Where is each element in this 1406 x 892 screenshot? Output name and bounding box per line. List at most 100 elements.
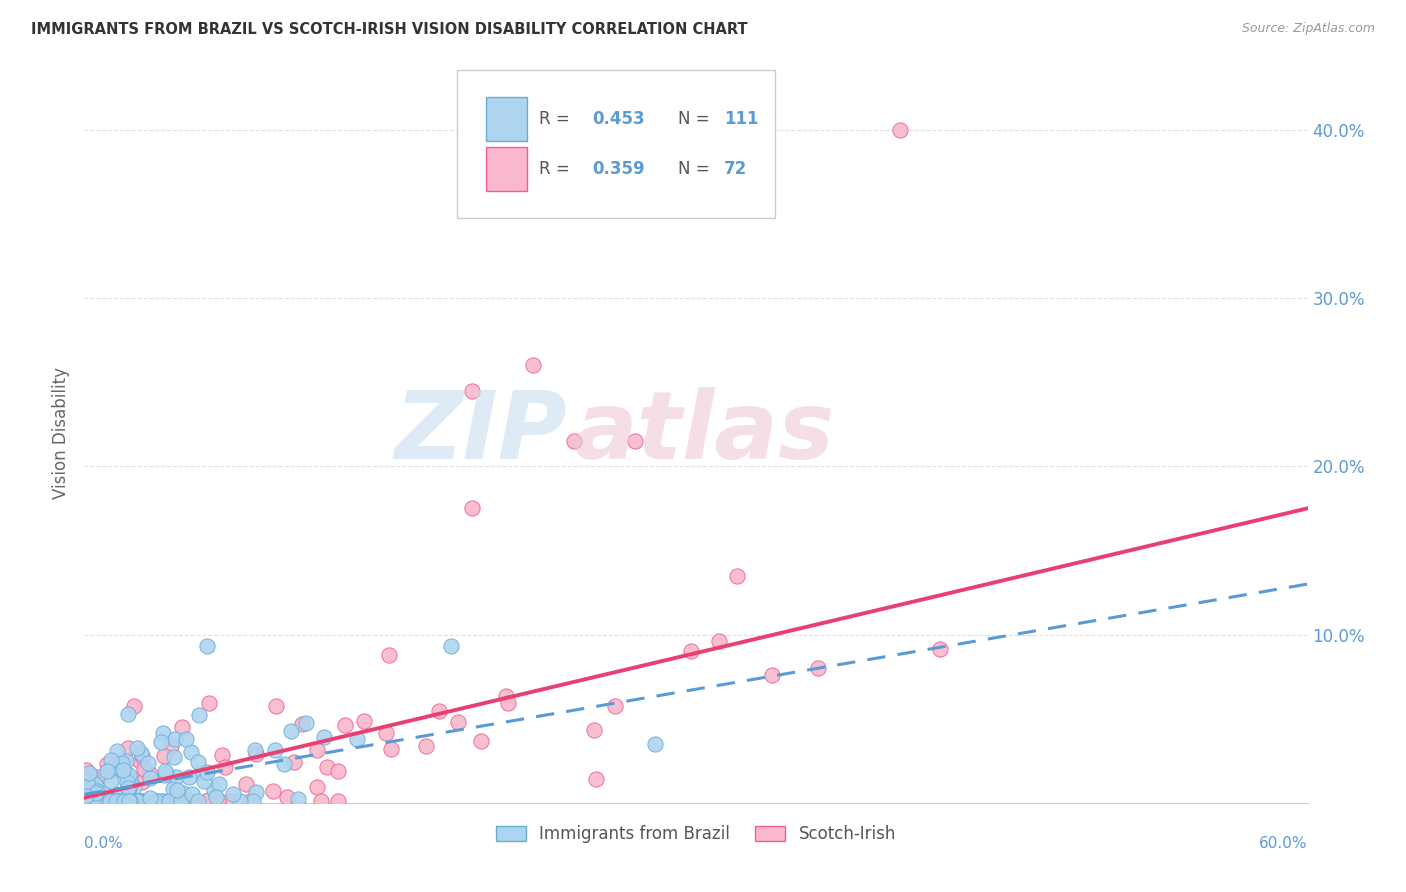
Point: [315, 760, 337, 774]
FancyBboxPatch shape: [457, 70, 776, 218]
Point: [380, 742, 402, 756]
Point: [75, 794, 97, 808]
Text: ZIP: ZIP: [395, 386, 568, 479]
Point: [100, 774, 122, 789]
Point: [75, 789, 97, 803]
Point: [80, 770, 103, 784]
Point: [139, 767, 162, 781]
Point: [134, 764, 156, 779]
Point: [170, 720, 193, 734]
Point: [75, 794, 97, 808]
Point: [77, 794, 100, 808]
Point: [117, 706, 139, 721]
Point: [128, 794, 150, 808]
Point: [112, 763, 135, 777]
Point: [104, 794, 127, 808]
Point: [187, 755, 209, 769]
Point: [328, 794, 350, 808]
Point: [118, 781, 141, 796]
Point: [83, 794, 105, 808]
Text: 72: 72: [724, 160, 748, 178]
Point: [155, 766, 177, 780]
Point: [145, 794, 167, 808]
Point: [79, 794, 101, 808]
Point: [96, 794, 118, 808]
Point: [889, 122, 911, 136]
Y-axis label: Vision Disability: Vision Disability: [52, 367, 70, 499]
Point: [180, 788, 202, 802]
Point: [681, 643, 703, 657]
Point: [263, 784, 285, 798]
Point: [195, 764, 218, 779]
Point: [218, 794, 240, 808]
Point: [98, 794, 121, 808]
Point: [415, 739, 437, 753]
Point: [291, 716, 314, 731]
Point: [75, 794, 97, 808]
Point: [111, 756, 134, 770]
Point: [276, 789, 298, 804]
Point: [624, 434, 647, 448]
Point: [94, 794, 117, 808]
Point: [97, 794, 120, 808]
Legend: Immigrants from Brazil, Scotch-Irish: Immigrants from Brazil, Scotch-Irish: [489, 819, 903, 850]
FancyBboxPatch shape: [485, 97, 527, 141]
Point: [96, 794, 118, 808]
Point: [157, 794, 180, 808]
Point: [427, 704, 450, 718]
Point: [239, 794, 262, 808]
Text: N =: N =: [678, 160, 714, 178]
Point: [127, 794, 149, 808]
Point: [169, 794, 191, 808]
Point: [155, 768, 177, 782]
Point: [100, 762, 122, 776]
Point: [335, 718, 357, 732]
Point: [305, 780, 328, 794]
Text: 111: 111: [724, 110, 759, 128]
Point: [180, 745, 202, 759]
Point: [111, 794, 134, 808]
Point: [190, 766, 212, 780]
Point: [90, 794, 112, 808]
Point: [245, 743, 267, 757]
Point: [166, 783, 188, 797]
Text: 60.0%: 60.0%: [1260, 836, 1308, 851]
Text: atlas: atlas: [574, 386, 835, 479]
Point: [187, 794, 209, 808]
Point: [152, 725, 174, 739]
Point: [121, 794, 143, 808]
Point: [222, 787, 245, 801]
Point: [522, 359, 544, 373]
Point: [709, 634, 731, 648]
Point: [122, 780, 145, 794]
Point: [129, 746, 152, 760]
Point: [145, 794, 167, 808]
Point: [188, 707, 211, 722]
Point: [149, 794, 172, 808]
Text: 0.359: 0.359: [592, 160, 644, 178]
Point: [562, 434, 585, 448]
Point: [165, 770, 187, 784]
Point: [105, 794, 128, 808]
Point: [605, 698, 627, 713]
Point: [138, 756, 160, 771]
Point: [134, 794, 156, 808]
Text: R =: R =: [540, 160, 575, 178]
Point: [77, 791, 100, 805]
Point: [295, 716, 318, 731]
Point: [153, 748, 176, 763]
Point: [111, 794, 134, 808]
Point: [273, 757, 295, 772]
Point: [181, 794, 204, 808]
Point: [461, 384, 484, 398]
Point: [242, 794, 264, 808]
Point: [585, 772, 607, 786]
Point: [96, 764, 118, 779]
Point: [644, 737, 666, 751]
Point: [128, 794, 150, 808]
Point: [353, 714, 375, 729]
Point: [131, 775, 153, 789]
Point: [127, 794, 149, 808]
Point: [193, 774, 215, 789]
Point: [131, 749, 153, 764]
